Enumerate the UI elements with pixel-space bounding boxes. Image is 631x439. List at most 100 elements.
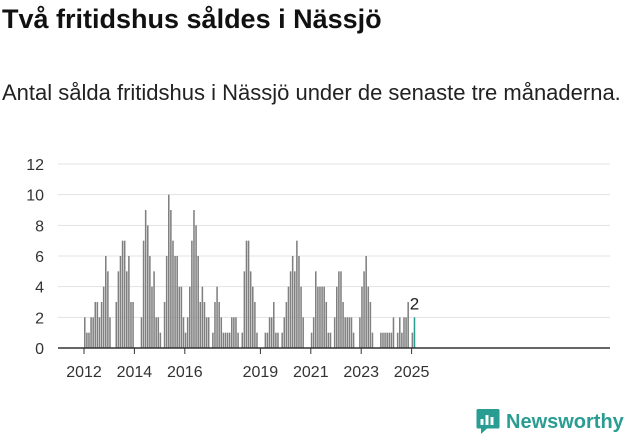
bar (277, 332, 279, 348)
bar (155, 317, 157, 348)
bar-chart: 0 2 4 6 8 10 12 2012 2014 2016 2019 2021 2023 2025 2 (26, 157, 610, 381)
y-tick-label: 0 (35, 341, 44, 358)
bar (371, 332, 374, 348)
bar (220, 317, 223, 348)
bar (256, 332, 258, 348)
bar (298, 256, 300, 348)
bar (100, 302, 103, 348)
bar (203, 302, 206, 348)
bar (249, 271, 252, 348)
bar (126, 271, 128, 348)
bar (165, 256, 168, 348)
bar (218, 302, 220, 348)
bar (128, 256, 130, 348)
bar (302, 317, 304, 348)
bar (182, 317, 185, 348)
last-value-label: 2 (410, 294, 419, 313)
bar (151, 286, 153, 348)
bar (396, 332, 399, 348)
y-tick-label: 12 (26, 157, 44, 174)
bar (344, 317, 346, 348)
bar (247, 240, 250, 348)
bar (407, 302, 409, 348)
bar (178, 286, 181, 348)
chart-title: Två fritidshus såldes i Nässjö (2, 4, 382, 34)
bar (380, 332, 382, 348)
bar (264, 332, 267, 348)
bar (266, 332, 269, 348)
bar (405, 317, 407, 348)
bar (319, 286, 321, 348)
bar (273, 302, 275, 348)
bar (105, 256, 107, 348)
bar (359, 317, 361, 348)
bar (386, 332, 388, 348)
bar (189, 286, 191, 348)
bar (119, 256, 122, 348)
bar (88, 332, 90, 348)
bar (317, 286, 319, 348)
x-tick-label: 2021 (293, 364, 329, 381)
bar (390, 332, 393, 348)
bar (315, 271, 317, 348)
bar (191, 240, 193, 348)
bar (325, 302, 328, 348)
bar (401, 332, 403, 348)
x-tick-label: 2012 (66, 364, 102, 381)
bar (252, 286, 254, 348)
bar (174, 256, 176, 348)
bar (130, 302, 132, 348)
bar (275, 332, 277, 348)
bar (323, 286, 325, 348)
bar (312, 317, 315, 348)
bar (235, 317, 237, 348)
bar (163, 302, 166, 348)
bar (382, 332, 384, 348)
bar (289, 271, 292, 348)
x-tick-label: 2019 (243, 364, 279, 381)
bar (86, 332, 88, 348)
bar (90, 317, 92, 348)
bar (197, 256, 199, 348)
x-tick-label: 2014 (117, 364, 153, 381)
y-tick-label: 2 (35, 310, 44, 327)
bar-latest (413, 317, 416, 348)
bar (291, 256, 294, 348)
bar (168, 194, 170, 348)
bar (216, 286, 218, 348)
bar (123, 240, 126, 348)
bar (342, 302, 344, 348)
bar (340, 271, 342, 348)
bar (268, 317, 271, 348)
bar (237, 332, 239, 348)
bar (367, 286, 370, 348)
bar (186, 317, 189, 348)
bar (153, 271, 155, 348)
bar (346, 317, 349, 348)
bar (195, 225, 197, 348)
bar (205, 317, 208, 348)
bar (399, 317, 401, 348)
bar (361, 286, 363, 348)
bar (157, 317, 160, 348)
brand-name: Newsworthy (506, 410, 624, 433)
bar (352, 332, 355, 348)
bar (159, 332, 162, 348)
bar (149, 256, 151, 348)
bar (176, 256, 178, 348)
bar (228, 332, 231, 348)
bar (180, 286, 183, 348)
bar (254, 302, 256, 348)
bar (388, 332, 391, 348)
bar (281, 332, 283, 348)
bar (170, 210, 172, 348)
bar (94, 302, 97, 348)
bar (296, 240, 298, 348)
bar (233, 317, 235, 348)
y-tick-label: 10 (26, 188, 44, 205)
y-tick-label: 4 (35, 280, 44, 297)
bar (144, 210, 147, 348)
bar (222, 332, 225, 348)
bar (392, 317, 395, 348)
bar (147, 225, 149, 348)
